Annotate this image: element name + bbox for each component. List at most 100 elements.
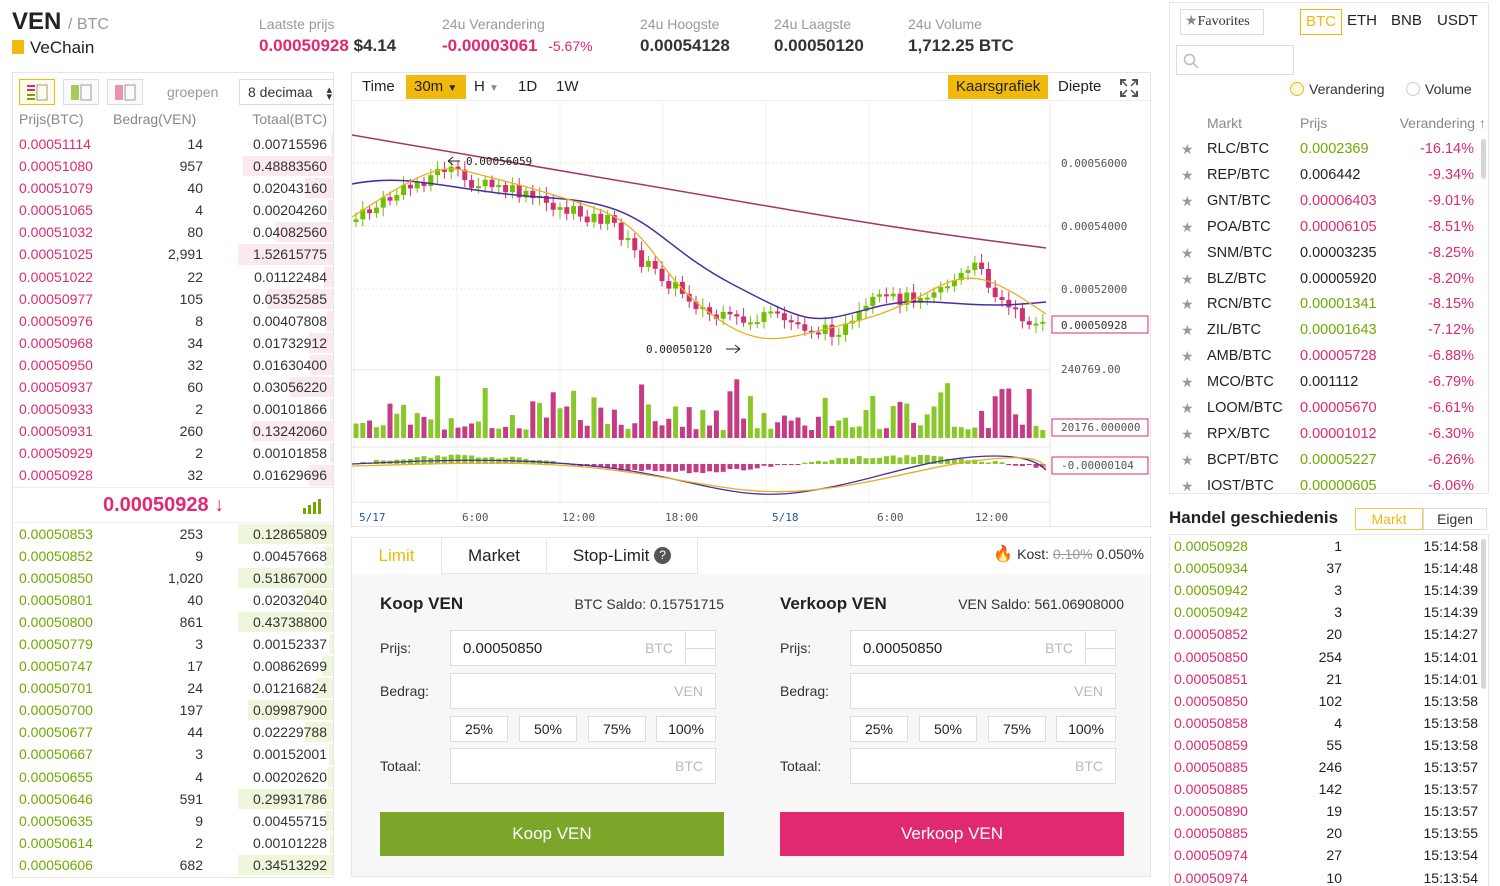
tab-bnb[interactable]: BNB (1391, 12, 1422, 29)
ask-row[interactable]: 0.00051025 2,991 1.52615775 (13, 243, 333, 265)
market-row[interactable]: ★ MCO/BTC 0.001112 -6.79% (1170, 369, 1488, 395)
market-row[interactable]: ★ GNT/BTC 0.00006403 -9.01% (1170, 188, 1488, 214)
star-icon[interactable]: ★ (1181, 166, 1194, 183)
bid-row[interactable]: 0.00050701 24 0.01216824 (13, 677, 333, 699)
ask-row[interactable]: 0.00051114 14 0.00715596 (13, 133, 333, 155)
depth-mode-button[interactable]: Diepte (1058, 78, 1102, 95)
bid-row[interactable]: 0.00050801 40 0.02032040 (13, 589, 333, 611)
market-row[interactable]: ★ REP/BTC 0.006442 -9.34% (1170, 162, 1488, 188)
ask-row[interactable]: 0.00050928 32 0.01629696 (13, 464, 333, 486)
market-row[interactable]: ★ IOST/BTC 0.00000605 -6.06% (1170, 473, 1488, 494)
interval-30m[interactable]: 30m ▼ (406, 75, 466, 99)
market-row[interactable]: ★ RCN/BTC 0.00001341 -8.15% (1170, 291, 1488, 317)
view-asks-button[interactable] (107, 79, 143, 105)
star-icon[interactable]: ★ (1181, 141, 1194, 157)
star-icon[interactable]: ★ (1181, 348, 1194, 365)
tab-btc[interactable]: BTC (1300, 9, 1342, 35)
bid-row[interactable]: 0.00050606 682 0.34513292 (13, 854, 333, 876)
market-row[interactable]: ★ RPX/BTC 0.00001012 -6.30% (1170, 421, 1488, 447)
buy-price-input[interactable]: 0.00050850 BTC (450, 630, 716, 666)
pct-100-button[interactable]: 100% (1056, 716, 1116, 742)
market-row[interactable]: ★ POA/BTC 0.00006105 -8.51% (1170, 214, 1488, 240)
coin-name[interactable]: VeChain (12, 38, 94, 58)
pct-25-button[interactable]: 25% (450, 716, 508, 742)
bid-row[interactable]: 0.00050677 44 0.02229788 (13, 721, 333, 743)
tab-own-trades[interactable]: Eigen (1423, 508, 1487, 530)
bid-row[interactable]: 0.00050614 2 0.00101228 (13, 832, 333, 854)
ask-row[interactable]: 0.00051032 80 0.04082560 (13, 221, 333, 243)
price-stepper[interactable] (685, 631, 715, 665)
pct-75-button[interactable]: 75% (588, 716, 646, 742)
ask-row[interactable]: 0.00050976 8 0.00407808 (13, 310, 333, 332)
star-icon[interactable]: ★ (1181, 425, 1194, 442)
market-row[interactable]: ★ RLC/BTC 0.0002369 -16.14% (1170, 136, 1488, 162)
bid-row[interactable]: 0.00050667 3 0.00152001 (13, 743, 333, 765)
tab-market-trades[interactable]: Markt (1355, 508, 1423, 530)
sell-price-input[interactable]: 0.00050850 BTC (850, 630, 1116, 666)
bid-row[interactable]: 0.00050655 4 0.00202620 (13, 766, 333, 788)
bid-row[interactable]: 0.00050635 9 0.00455715 (13, 810, 333, 832)
col-market[interactable]: Markt (1207, 115, 1242, 131)
ask-row[interactable]: 0.00051065 4 0.00204260 (13, 199, 333, 221)
sell-total-input[interactable]: BTC (850, 748, 1116, 784)
market-row[interactable]: ★ BCPT/BTC 0.00005227 -6.26% (1170, 447, 1488, 473)
radio-volume[interactable]: Volume (1406, 81, 1472, 97)
tab-market[interactable]: Market (441, 538, 547, 574)
ask-row[interactable]: 0.00051022 22 0.01122484 (13, 266, 333, 288)
bid-row[interactable]: 0.00050852 9 0.00457668 (13, 545, 333, 567)
buy-amount-input[interactable]: VEN (450, 673, 716, 709)
bid-row[interactable]: 0.00050779 3 0.00152337 (13, 633, 333, 655)
view-bids-button[interactable] (63, 79, 99, 105)
favorites-tab[interactable]: ★Favorites (1180, 9, 1264, 35)
ask-row[interactable]: 0.00051080 957 0.48883560 (13, 155, 333, 177)
fullscreen-icon[interactable] (1120, 79, 1138, 97)
pct-50-button[interactable]: 50% (919, 716, 977, 742)
market-row[interactable]: ★ SNM/BTC 0.00003235 -8.25% (1170, 240, 1488, 266)
ask-row[interactable]: 0.00050950 32 0.01630400 (13, 354, 333, 376)
decimals-select[interactable]: 8 decimaa ▴ ▾ (239, 79, 333, 105)
pct-75-button[interactable]: 75% (988, 716, 1046, 742)
scrollbar[interactable] (1481, 539, 1486, 689)
bid-row[interactable]: 0.00050646 591 0.29931786 (13, 788, 333, 810)
ask-row[interactable]: 0.00050937 60 0.03056220 (13, 376, 333, 398)
star-icon[interactable]: ★ (1181, 322, 1194, 339)
ask-row[interactable]: 0.00050933 2 0.00101866 (13, 398, 333, 420)
star-icon[interactable]: ★ (1181, 218, 1194, 235)
interval-1d[interactable]: 1D (518, 78, 538, 95)
pct-50-button[interactable]: 50% (519, 716, 577, 742)
ask-row[interactable]: 0.00050931 260 0.13242060 (13, 420, 333, 442)
candle-mode-button[interactable]: Kaarsgrafiek (948, 75, 1049, 99)
star-icon[interactable]: ★ (1181, 192, 1194, 209)
star-icon[interactable]: ★ (1181, 400, 1194, 416)
star-icon[interactable]: ★ (1181, 244, 1194, 261)
ask-row[interactable]: 0.00050977 105 0.05352585 (13, 288, 333, 310)
star-icon[interactable]: ★ (1181, 374, 1194, 391)
star-icon[interactable]: ★ (1181, 451, 1194, 468)
star-icon[interactable]: ★ (1181, 296, 1194, 313)
market-row[interactable]: ★ AMB/BTC 0.00005728 -6.88% (1170, 343, 1488, 369)
radio-change[interactable]: Verandering (1290, 81, 1385, 97)
buy-button[interactable]: Koop VEN (380, 812, 724, 856)
price-stepper[interactable] (1085, 631, 1115, 665)
pct-25-button[interactable]: 25% (850, 716, 908, 742)
bid-row[interactable]: 0.00050747 17 0.00862699 (13, 655, 333, 677)
view-both-button[interactable] (19, 79, 55, 105)
ask-row[interactable]: 0.00051079 40 0.02043160 (13, 177, 333, 199)
search-input[interactable] (1176, 45, 1294, 75)
star-icon[interactable]: ★ (1181, 477, 1194, 494)
col-change[interactable]: Verandering ↑ (1399, 115, 1486, 131)
market-row[interactable]: ★ ZIL/BTC 0.00001643 -7.12% (1170, 317, 1488, 343)
tab-usdt[interactable]: USDT (1437, 12, 1478, 29)
tab-limit[interactable]: Limit (352, 538, 442, 574)
bid-row[interactable]: 0.00050800 861 0.43738800 (13, 611, 333, 633)
market-row[interactable]: ★ LOOM/BTC 0.00005670 -6.61% (1170, 395, 1488, 421)
help-icon[interactable]: ? (654, 547, 672, 564)
ask-row[interactable]: 0.00050929 2 0.00101858 (13, 442, 333, 464)
bid-row[interactable]: 0.00050700 197 0.09987900 (13, 699, 333, 721)
sell-amount-input[interactable]: VEN (850, 673, 1116, 709)
pct-100-button[interactable]: 100% (656, 716, 716, 742)
sell-button[interactable]: Verkoop VEN (780, 812, 1124, 856)
candlestick-chart[interactable]: 0.00056000 0.00054000 0.00052000 0.00050… (352, 102, 1150, 527)
bid-row[interactable]: 0.00050853 253 0.12865809 (13, 523, 333, 545)
bid-row[interactable]: 0.00050850 1,020 0.51867000 (13, 567, 333, 589)
